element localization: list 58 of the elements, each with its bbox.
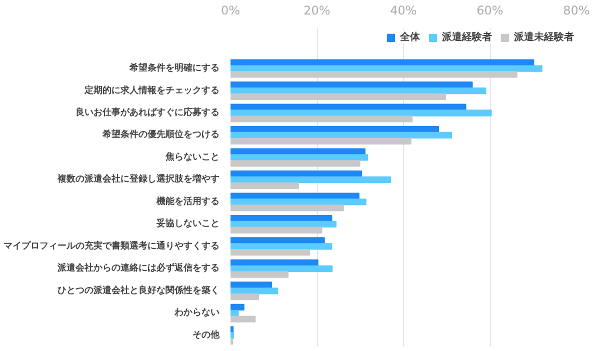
legend-label: 派遣未経験者	[514, 30, 574, 44]
y-tick-label: わからない	[174, 308, 220, 318]
bar	[230, 65, 542, 72]
bar	[230, 282, 272, 288]
bar	[230, 160, 360, 167]
y-tick-label: 妥協しないこと	[156, 218, 220, 230]
bar	[230, 214, 332, 222]
x-tick-label: 60%	[476, 4, 504, 18]
bar	[230, 87, 486, 94]
x-tick-label: 80%	[563, 4, 590, 18]
bar	[230, 243, 332, 250]
bar	[230, 170, 362, 178]
bar	[230, 192, 360, 200]
bar	[230, 182, 299, 189]
y-tick-label: その他	[192, 329, 220, 340]
bar	[230, 154, 368, 161]
y-tick-label: マイプロフィールの充実で書類選考に通りやすくする	[4, 240, 220, 252]
bar	[230, 220, 337, 228]
bar	[230, 288, 278, 294]
bar	[230, 110, 492, 116]
y-tick-label: 機能を活用する	[156, 196, 220, 207]
bar	[230, 132, 452, 139]
bar	[230, 237, 325, 244]
y-tick-label: 希望条件を明確にする	[128, 62, 220, 74]
bar	[230, 148, 366, 155]
bar	[230, 304, 244, 311]
bar	[230, 176, 392, 184]
bar	[230, 226, 322, 234]
bar	[230, 271, 289, 278]
bar	[230, 310, 239, 316]
y-tick-label: 派遣会社からの連絡には必ず返信をする	[56, 262, 220, 274]
y-tick-label: 良いお仕事があればすぐに応募する	[76, 107, 220, 118]
y-tick-label: 定期的に求人情報をチェックする	[84, 84, 220, 96]
bar	[230, 82, 473, 88]
bar	[230, 259, 318, 266]
bar	[230, 338, 234, 345]
bar	[230, 332, 234, 339]
x-tick-label: 20%	[304, 4, 330, 18]
bar	[230, 198, 366, 206]
x-tick-label: 0%	[220, 4, 240, 18]
x-tick-label: 40%	[390, 4, 417, 18]
legend-label: 派遣経験者	[442, 30, 492, 44]
bar	[230, 71, 518, 78]
y-tick-label: 希望条件の優先順位をつける	[102, 129, 220, 140]
bar	[230, 326, 234, 333]
bar	[230, 204, 344, 212]
bar	[230, 294, 260, 300]
bar	[230, 126, 440, 133]
bar	[230, 116, 413, 122]
bar	[230, 265, 333, 272]
y-tick-label: ひとつの派遣会社と良好な関係性を築く	[58, 284, 220, 296]
bar	[230, 249, 310, 256]
legend-label: 全体	[400, 30, 420, 44]
y-tick-label: 複数の派遣会社に登録し選択肢を増やす	[56, 172, 220, 185]
bar	[230, 316, 256, 322]
bar	[230, 138, 412, 144]
y-tick-label: 焦らないこと	[164, 151, 220, 162]
bar	[230, 93, 446, 100]
